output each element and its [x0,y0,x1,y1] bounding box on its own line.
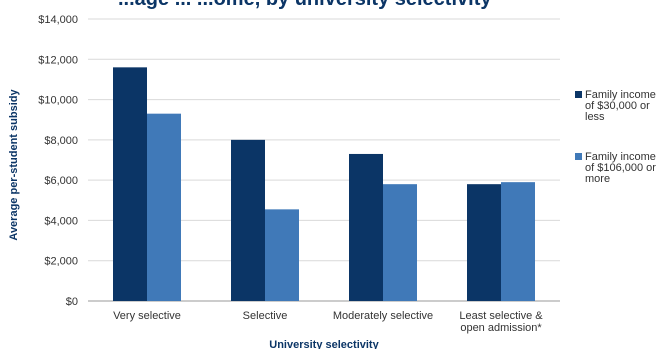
bars [113,67,535,302]
y-tick-label: $4,000 [44,215,78,227]
bar-series-2 [147,113,181,302]
y-tick-label: $8,000 [44,135,78,147]
legend-label: less [585,111,605,123]
bar-series-1 [467,184,501,301]
y-tick-label: $12,000 [38,54,78,66]
x-tick-label: Least selective & [459,310,543,322]
bar-series-1 [113,67,147,301]
y-tick-label: $0 [66,296,78,308]
legend-label: more [585,173,610,185]
y-tick-label: $14,000 [38,14,78,26]
x-tick-label: open admission* [460,322,542,334]
chart-title: ...age ... ...ome, by university selecti… [118,0,492,10]
bar-series-1 [231,139,265,301]
y-tick-labels: $0 $2,000 $4,000 $6,000 $8,000 $10,000 $12,000… [38,14,78,308]
bar-series-2 [501,182,535,301]
legend-swatch [575,91,582,98]
bar-series-1 [349,153,383,301]
legend-swatch [575,153,582,160]
bar-series-2 [383,184,417,301]
legend-label: Family income [585,89,656,101]
legend-label: of $30,000 or [585,100,650,112]
x-axis-title: University selectivity [269,339,379,349]
x-tick-label: Very selective [113,310,181,322]
legend-label: Family income [585,151,656,163]
x-tick-label: Selective [243,310,288,322]
legend-label: of $106,000 or [585,162,656,174]
y-tick-label: $10,000 [38,95,78,107]
y-tick-label: $6,000 [44,175,78,187]
y-tick-label: $2,000 [44,256,78,268]
bar-series-2 [265,209,299,301]
x-tick-labels: Very selective Selective Moderately select… [113,310,543,334]
x-tick-label: Moderately selective [333,310,433,322]
y-axis-title: Average per-student subsidy [8,89,20,241]
